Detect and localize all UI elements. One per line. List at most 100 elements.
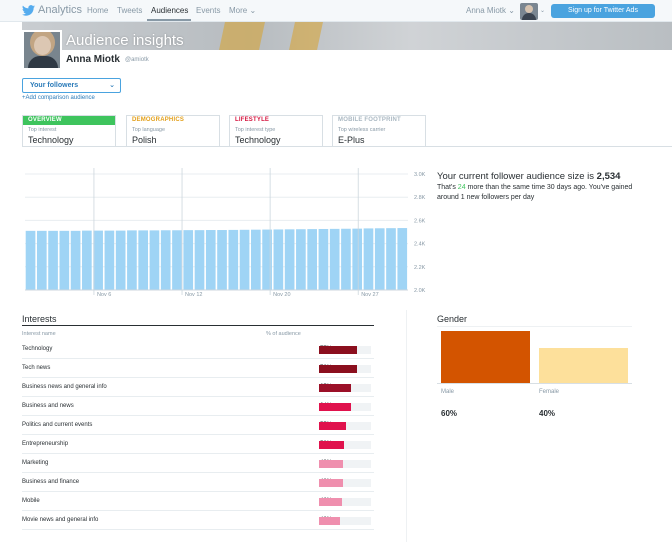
chart-bar [70, 230, 81, 290]
tab-lifestyle-head: LIFESTYLE [235, 117, 270, 123]
chart-bar [36, 230, 47, 290]
nav-active-underline [147, 19, 191, 21]
interest-row: Business news and general info65% [22, 378, 374, 397]
audience-size-prefix: Your current follower audience size is [437, 171, 597, 182]
audience-desc-a: That's [437, 184, 458, 191]
y-tick-label: 2.0K [414, 288, 426, 294]
tab-overview-sub: Top interest [28, 127, 57, 133]
tab-overview-value: Technology [28, 135, 74, 145]
follower-chart: 3.0K 2.8K 2.6K 2.4K 2.2K 2.0K Nov 6 Nov 12 Nov 2… [0, 150, 430, 300]
nav-tweets[interactable]: Tweets [117, 6, 143, 15]
header-banner [22, 22, 672, 50]
interest-bar-track [319, 422, 371, 430]
tab-overview-head: OVERVIEW [23, 116, 115, 125]
follower-chart-svg: 3.0K 2.8K 2.6K 2.4K 2.2K 2.0K Nov 6 Nov 12 Nov 2… [25, 168, 426, 298]
gender-label-male: Male [441, 389, 455, 395]
interest-row: Technology77% [22, 340, 374, 359]
interest-bar-track [319, 441, 371, 449]
nav-avatar[interactable] [520, 3, 538, 20]
tab-mobile-head: MOBILE FOOTPRINT [338, 117, 401, 123]
chart-bar [104, 230, 115, 290]
analytics-brand[interactable]: Analytics [22, 4, 82, 16]
x-tick-label: Nov 20 [273, 292, 290, 298]
nav-user-menu[interactable]: Anna Miotk ⌄ [466, 6, 515, 15]
gender-pct-female: 40% [539, 409, 556, 418]
interest-row: Business and finance48% [22, 473, 374, 492]
chart-bar [205, 230, 216, 290]
audience-description: That's 24 more than the same time 30 day… [437, 183, 637, 203]
audience-growth-value: 24 [457, 184, 466, 191]
tab-demographics-value: Polish [132, 135, 157, 145]
gender-pct-male: 60% [441, 409, 458, 418]
profile-avatar [22, 30, 62, 70]
interests-title: Interests [22, 314, 57, 324]
interest-bar [319, 441, 344, 449]
tab-lifestyle[interactable]: LIFESTYLE Top interest type Technology [229, 115, 323, 147]
chart-bar [127, 230, 137, 290]
tab-mobile-sub: Top wireless carrier [338, 127, 386, 133]
tab-overview[interactable]: OVERVIEW Top interest Technology [22, 115, 116, 147]
chart-bar [363, 228, 374, 290]
y-tick-label: 2.4K [414, 242, 426, 248]
interest-bar-track [319, 517, 371, 525]
chart-bar [149, 230, 160, 290]
chart-bar [374, 228, 385, 290]
tab-demographics-head: DEMOGRAPHICS [132, 117, 185, 123]
interest-row: Mobile46% [22, 492, 374, 511]
add-comparison-link[interactable]: +Add comparison audience [22, 95, 95, 101]
interest-name: Business and news [22, 403, 74, 409]
banner-decoration [218, 22, 266, 50]
tab-lifestyle-sub: Top interest type [235, 127, 276, 133]
interest-row: Politics and current events55% [22, 416, 374, 435]
interest-row: Entrepreneurship50% [22, 435, 374, 454]
percent-audience-header: % of audience [266, 331, 301, 337]
profile-handle: @amiotk [125, 57, 149, 63]
interest-bar-track [319, 384, 371, 392]
chart-bar [138, 230, 149, 290]
chart-bar [273, 229, 284, 290]
chart-bar [48, 230, 58, 290]
top-nav: Analytics Home Tweets Audiences Events M… [0, 0, 672, 22]
twitter-bird-icon [22, 4, 35, 16]
nav-user-name: Anna Miotk [466, 6, 507, 15]
interest-name: Business news and general info [22, 384, 107, 390]
tab-mobile-footprint[interactable]: MOBILE FOOTPRINT Top wireless carrier E-… [332, 115, 426, 147]
chart-bar [307, 229, 317, 290]
chart-bar [284, 229, 295, 290]
chart-bar [239, 229, 250, 290]
chart-bar [25, 230, 36, 290]
tab-lifestyle-value: Technology [235, 135, 281, 145]
chart-bar [160, 230, 171, 290]
tab-demographics[interactable]: DEMOGRAPHICS Top language Polish [126, 115, 220, 147]
tab-demographics-sub: Top language [132, 127, 166, 133]
profile-name: Anna Miotk [66, 54, 120, 65]
interest-name-header: Interest name [22, 331, 56, 337]
audience-select[interactable]: Your followers ⌄ [22, 78, 121, 93]
avatar-caret-icon[interactable]: ⌄ [540, 8, 546, 14]
interest-name: Politics and current events [22, 422, 93, 428]
chart-bar [296, 229, 306, 290]
interest-name: Movie news and general info [22, 517, 99, 523]
nav-events[interactable]: Events [196, 6, 221, 15]
nav-audiences[interactable]: Audiences [151, 6, 189, 15]
interest-name: Technology [22, 346, 53, 352]
nav-home[interactable]: Home [87, 6, 109, 15]
chart-bar [115, 230, 126, 290]
interests-rule [22, 325, 374, 326]
chart-bar [329, 228, 340, 290]
interest-bar [319, 479, 343, 487]
chart-bar [183, 230, 194, 290]
chart-bar [352, 228, 363, 290]
interest-name: Marketing [22, 460, 49, 466]
section-divider [406, 310, 407, 542]
signup-twitter-ads-button[interactable]: Sign up for Twitter Ads [551, 4, 655, 18]
y-tick-label: 2.2K [414, 265, 426, 271]
nav-more[interactable]: More ⌄ [229, 6, 256, 15]
interest-name: Tech news [22, 365, 51, 371]
chart-bar [250, 229, 261, 290]
y-tick-label: 3.0K [414, 172, 426, 178]
interest-bar [319, 422, 347, 430]
chart-bar [318, 228, 329, 290]
chart-bar [341, 228, 351, 290]
interest-bar [319, 517, 340, 525]
